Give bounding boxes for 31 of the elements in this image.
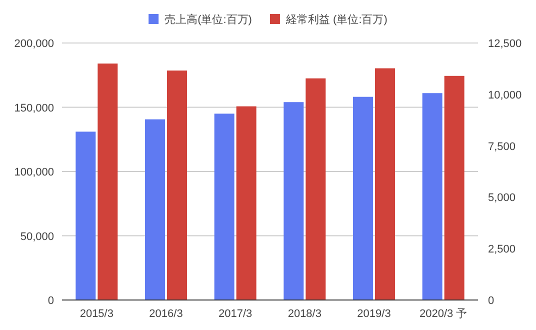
y2-tick-label: 5,000	[488, 192, 516, 204]
bar	[284, 102, 304, 300]
legend-label: 経常利益 (単位:百万)	[284, 13, 388, 26]
y2-tick-label: 10,000	[488, 89, 522, 102]
y2-tick-label: 2,500	[488, 244, 516, 256]
x-tick-label: 2018/3	[288, 308, 322, 320]
y-tick-label: 100,000	[14, 166, 54, 178]
x-tick-label: 2016/3	[149, 308, 183, 320]
bar	[236, 106, 256, 300]
bar	[214, 114, 234, 300]
y-tick-label: 150,000	[14, 102, 54, 114]
y-tick-label: 200,000	[14, 38, 54, 50]
bar	[375, 68, 395, 300]
y2-tick-label: 7,500	[488, 140, 516, 153]
x-tick-label: 2015/3	[80, 308, 114, 320]
bar	[145, 119, 165, 300]
bar	[353, 96, 373, 300]
x-tick-label: 2020/3 予	[419, 308, 468, 320]
bar	[306, 78, 326, 300]
bar	[444, 76, 464, 300]
bar	[167, 70, 187, 300]
y2-tick-label: 0	[488, 295, 494, 307]
x-tick-label: 2017/3	[218, 308, 252, 320]
y2-tick-label: 12,500	[488, 38, 522, 50]
y-tick-label: 50,000	[20, 230, 54, 243]
bar	[98, 64, 118, 300]
bar	[422, 93, 442, 300]
bar	[76, 132, 96, 300]
x-tick-label: 2019/3	[357, 308, 391, 320]
y-tick-label: 0	[48, 295, 54, 307]
legend-label: 売上高(単位:百万)	[164, 13, 252, 26]
